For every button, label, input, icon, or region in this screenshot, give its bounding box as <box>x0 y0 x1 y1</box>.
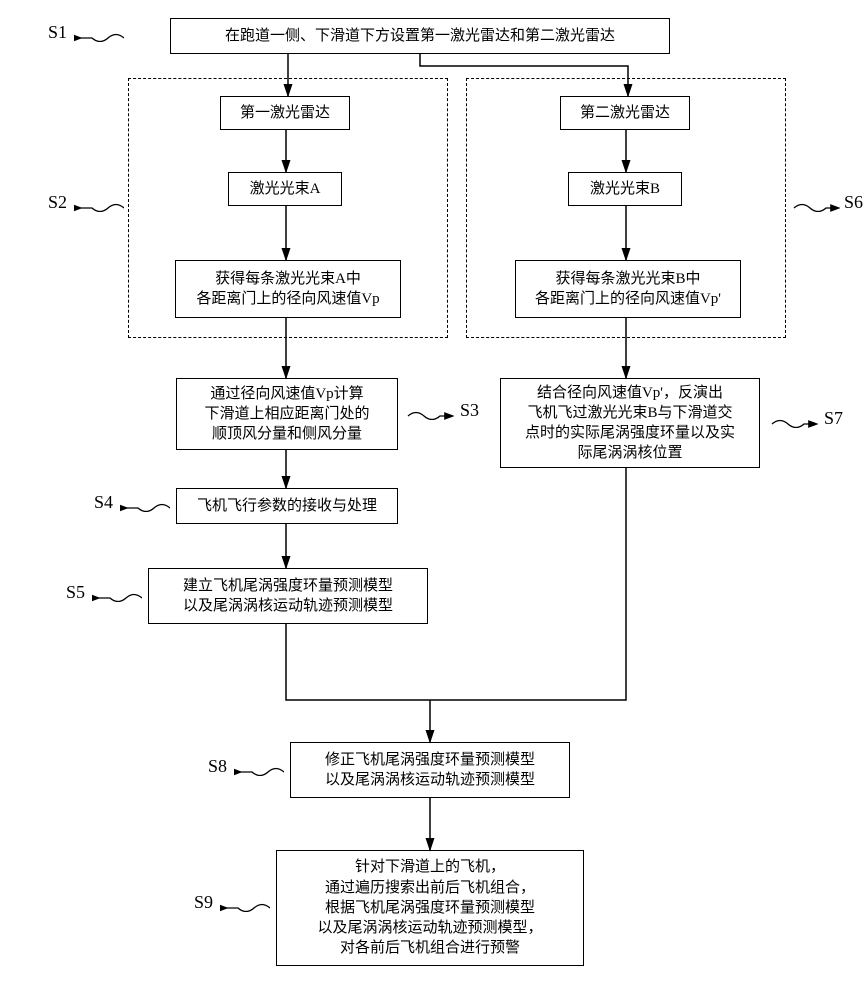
s3-box: 通过径向风速值Vp计算下滑道上相应距离门处的顺顶风分量和侧风分量 <box>176 378 398 450</box>
right-acquire-box: 获得每条激光光束B中各距离门上的径向风速值Vp' <box>515 260 741 318</box>
left-radar-box: 第一激光雷达 <box>220 96 350 130</box>
left-beam-box: 激光光束A <box>228 172 342 206</box>
right-radar-box: 第二激光雷达 <box>560 96 690 130</box>
s1-box: 在跑道一侧、下滑道下方设置第一激光雷达和第二激光雷达 <box>170 18 670 54</box>
s5-box: 建立飞机尾涡强度环量预测模型以及尾涡涡核运动轨迹预测模型 <box>148 568 428 624</box>
s8-box: 修正飞机尾涡强度环量预测模型以及尾涡涡核运动轨迹预测模型 <box>290 742 570 798</box>
label-s3: S3 <box>460 400 479 421</box>
label-s5: S5 <box>66 582 85 603</box>
right-beam-box: 激光光束B <box>568 172 682 206</box>
label-s9: S9 <box>194 892 213 913</box>
s9-box: 针对下滑道上的飞机，通过遍历搜索出前后飞机组合，根据飞机尾涡强度环量预测模型以及… <box>276 850 584 966</box>
label-s6: S6 <box>844 192 863 213</box>
label-s7: S7 <box>824 408 843 429</box>
label-s8: S8 <box>208 756 227 777</box>
s4-box: 飞机飞行参数的接收与处理 <box>176 488 398 524</box>
label-s2: S2 <box>48 192 67 213</box>
s7-box: 结合径向风速值Vp'，反演出飞机飞过激光光束B与下滑道交点时的实际尾涡强度环量以… <box>500 378 760 468</box>
label-s1: S1 <box>48 22 67 43</box>
label-s4: S4 <box>94 492 113 513</box>
left-acquire-box: 获得每条激光光束A中各距离门上的径向风速值Vp <box>175 260 401 318</box>
